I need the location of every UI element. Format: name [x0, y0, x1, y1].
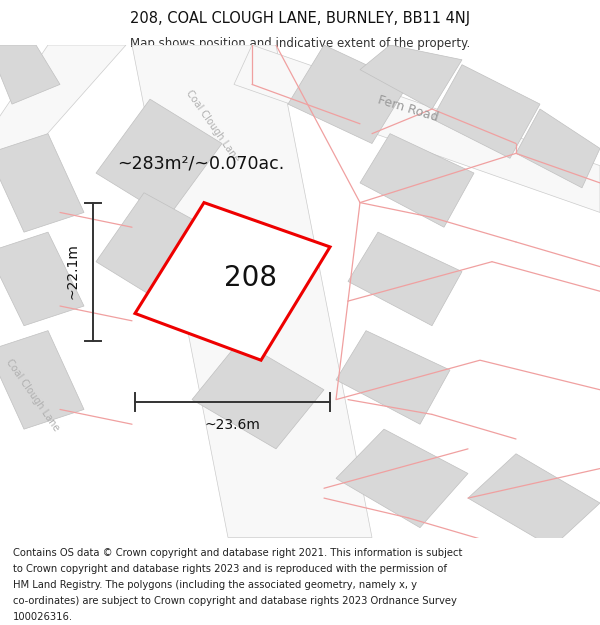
Text: 208: 208 — [224, 264, 277, 292]
Text: HM Land Registry. The polygons (including the associated geometry, namely x, y: HM Land Registry. The polygons (includin… — [13, 580, 417, 590]
Polygon shape — [0, 232, 84, 326]
Polygon shape — [135, 202, 330, 360]
Polygon shape — [0, 134, 84, 232]
Text: Coal Clough Lane: Coal Clough Lane — [4, 357, 62, 432]
Polygon shape — [96, 99, 222, 218]
Text: 100026316.: 100026316. — [13, 612, 73, 622]
Polygon shape — [348, 232, 462, 326]
Text: 208, COAL CLOUGH LANE, BURNLEY, BB11 4NJ: 208, COAL CLOUGH LANE, BURNLEY, BB11 4NJ — [130, 11, 470, 26]
Polygon shape — [0, 45, 126, 153]
Polygon shape — [96, 192, 216, 306]
Text: to Crown copyright and database rights 2023 and is reproduced with the permissio: to Crown copyright and database rights 2… — [13, 564, 447, 574]
Polygon shape — [432, 65, 540, 158]
Text: ~22.1m: ~22.1m — [66, 244, 80, 299]
Polygon shape — [234, 45, 600, 212]
Text: Contains OS data © Crown copyright and database right 2021. This information is : Contains OS data © Crown copyright and d… — [13, 548, 463, 558]
Polygon shape — [468, 454, 600, 548]
Polygon shape — [516, 109, 600, 188]
Polygon shape — [132, 45, 372, 538]
Text: Fern Road: Fern Road — [376, 94, 440, 124]
Polygon shape — [0, 45, 60, 104]
Polygon shape — [336, 429, 468, 528]
Text: ~283m²/~0.070ac.: ~283m²/~0.070ac. — [117, 154, 284, 173]
Polygon shape — [360, 134, 474, 228]
Polygon shape — [360, 45, 462, 109]
Text: co-ordinates) are subject to Crown copyright and database rights 2023 Ordnance S: co-ordinates) are subject to Crown copyr… — [13, 596, 457, 606]
Text: Coal Clough Lane: Coal Clough Lane — [184, 88, 242, 164]
Text: ~23.6m: ~23.6m — [205, 418, 260, 432]
Polygon shape — [336, 331, 450, 424]
Polygon shape — [192, 341, 324, 449]
Text: Map shows position and indicative extent of the property.: Map shows position and indicative extent… — [130, 37, 470, 50]
Polygon shape — [288, 45, 408, 144]
Polygon shape — [0, 331, 84, 429]
